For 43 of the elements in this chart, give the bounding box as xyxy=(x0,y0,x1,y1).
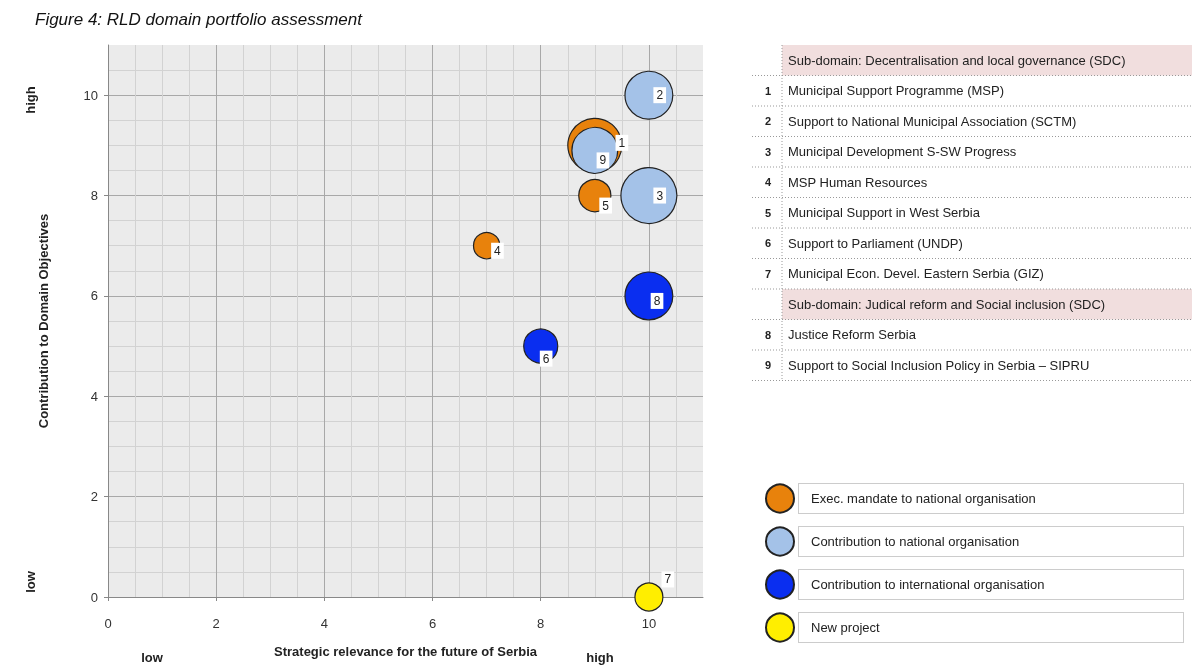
text: low xyxy=(141,649,164,665)
x-tick-label: 2 xyxy=(212,616,220,631)
annotation: 7 xyxy=(664,572,672,587)
text: 9 Support to Social Inclusion Policy in Serbia – SIPRU xyxy=(764,357,1090,373)
annotation: 6 xyxy=(542,351,550,366)
y-tick-label: 6 xyxy=(90,288,98,304)
text: high xyxy=(586,649,614,665)
x-axis-title: Strategic relevance for the future of Serbia xyxy=(274,644,538,659)
text: Sub-domain: Decentralisation and local governance (SDC) xyxy=(788,52,1126,68)
annotation: 1 xyxy=(618,135,626,150)
annotation: 2 xyxy=(656,88,664,103)
legend-label: Contribution to international organisation xyxy=(811,577,1045,592)
y-axis-title: Contribution to Domain Objectives xyxy=(36,213,51,429)
legend-label: Contribution to national organisation xyxy=(811,534,1020,549)
x-tick-label: 4 xyxy=(320,616,328,631)
text: low xyxy=(22,570,38,593)
annotation: 3 xyxy=(656,188,664,203)
text: 3 Municipal Development S-SW Progress xyxy=(764,144,1017,160)
text: 5 Municipal Support in West Serbia xyxy=(764,205,980,221)
text: 4 MSP Human Resources xyxy=(764,174,928,190)
annotation: 4 xyxy=(494,243,502,258)
annotation: 8 xyxy=(653,293,661,308)
text: 6 Support to Parliament (UNDP) xyxy=(764,235,963,251)
x-tick-label: 8 xyxy=(537,616,545,631)
text: 2 Support to National Municipal Association (SCTM) xyxy=(764,113,1077,129)
annotation: 9 xyxy=(599,153,607,168)
legend-label: Exec. mandate to national organisation xyxy=(811,491,1036,506)
x-tick-label: 10 xyxy=(641,616,657,631)
text: 8 Justice Reform Serbia xyxy=(764,327,916,343)
text: 1 Municipal Support Programme (MSP) xyxy=(764,83,1005,99)
y-tick-label: 4 xyxy=(90,388,98,404)
y-tick-label: 8 xyxy=(90,188,98,204)
text: Sub-domain: Judical reform and Social inclusion (SDC) xyxy=(788,296,1106,312)
chart-title: Figure 4: RLD domain portfolio assessment xyxy=(35,10,364,29)
text: high xyxy=(22,86,38,114)
legend-label: New project xyxy=(811,620,881,635)
y-tick-label: 0 xyxy=(90,589,98,605)
x-tick-label: 6 xyxy=(428,616,437,631)
annotation: 5 xyxy=(602,198,610,213)
y-tick-label: 10 xyxy=(83,87,98,103)
text: 7 Municipal Econ. Devel. Eastern Serbia (GIZ) xyxy=(764,266,1044,282)
x-tick-label: 0 xyxy=(104,616,112,631)
y-tick-label: 2 xyxy=(90,489,98,505)
